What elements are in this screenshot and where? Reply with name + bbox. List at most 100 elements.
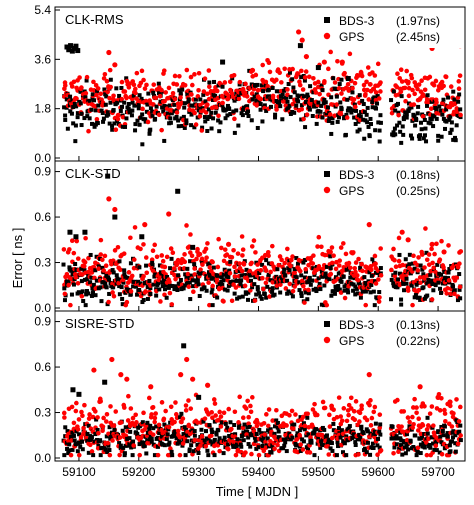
gps-point xyxy=(377,425,383,431)
bds3-point xyxy=(287,268,292,273)
gps-point xyxy=(83,90,89,96)
gps-point xyxy=(177,74,182,79)
bds3-point xyxy=(133,279,138,284)
gps-point xyxy=(344,115,350,120)
bds3-point xyxy=(253,275,258,280)
gps-point xyxy=(270,280,276,285)
gps-point xyxy=(101,76,107,81)
bds3-point xyxy=(418,451,423,456)
bds3-point xyxy=(451,429,456,434)
bds3-point xyxy=(200,106,205,111)
gps-point xyxy=(439,238,444,244)
gps-point xyxy=(221,258,227,264)
bds3-point xyxy=(368,116,373,121)
gps-point xyxy=(424,257,430,263)
bds3-point xyxy=(329,95,334,100)
gps-point xyxy=(327,112,333,117)
bds3-point xyxy=(313,427,318,432)
bds3-point xyxy=(162,443,167,448)
points-group xyxy=(61,343,463,458)
bds3-point xyxy=(61,262,66,267)
gps-point xyxy=(105,440,111,446)
bds3-point xyxy=(448,449,453,454)
gps-point xyxy=(249,67,256,73)
bds3-point xyxy=(104,94,109,99)
gps-point xyxy=(357,117,363,123)
bds3-point xyxy=(117,441,122,446)
bds3-point xyxy=(299,75,304,80)
gps-point xyxy=(419,78,424,84)
bds3-point xyxy=(447,117,452,122)
gps-point xyxy=(69,404,75,410)
bds3-point xyxy=(166,427,171,432)
gps-point xyxy=(218,424,224,429)
bds3-point xyxy=(357,282,362,287)
bds3-point xyxy=(363,280,368,285)
bds3-point xyxy=(424,250,429,255)
gps-point xyxy=(229,298,235,304)
bds3-point xyxy=(127,109,132,114)
bds3-point xyxy=(244,272,249,277)
bds3-point xyxy=(145,296,150,301)
bds3-point xyxy=(151,426,156,431)
bds3-point xyxy=(322,97,327,102)
bds3-point xyxy=(254,92,259,97)
gps-point xyxy=(431,265,437,271)
bds3-point xyxy=(211,275,216,280)
bds3-point xyxy=(78,444,83,449)
gps-point xyxy=(364,417,370,423)
bds3-point xyxy=(319,103,324,108)
gps-point xyxy=(399,79,405,84)
bds3-point xyxy=(150,262,155,267)
bds3-point xyxy=(159,434,164,439)
gps-point xyxy=(338,290,344,295)
bds3-point xyxy=(182,105,187,110)
bds3-point xyxy=(275,267,280,272)
gps-point xyxy=(345,81,351,87)
gps-point xyxy=(406,85,412,91)
gps-point xyxy=(315,244,320,249)
bds3-point xyxy=(396,277,401,282)
bds3-point xyxy=(421,136,426,141)
bds3-point xyxy=(389,98,394,103)
bds3-point xyxy=(373,421,378,426)
bds3-point xyxy=(328,266,333,271)
gps-point xyxy=(439,451,445,457)
gps-point xyxy=(156,112,162,118)
gps-point xyxy=(351,408,357,414)
bds3-point xyxy=(362,110,367,115)
bds3-point xyxy=(247,424,252,429)
bds3-point xyxy=(369,122,374,127)
bds3-point xyxy=(278,104,283,109)
gps-point xyxy=(69,276,74,282)
bds3-point xyxy=(372,303,377,308)
gps-point xyxy=(458,433,463,438)
gps-point xyxy=(263,268,269,273)
gps-point xyxy=(160,258,166,264)
bds3-point xyxy=(342,288,347,293)
gps-point xyxy=(159,253,165,258)
bds3-point xyxy=(164,104,169,109)
gps-point xyxy=(204,255,209,260)
gps-point xyxy=(218,414,224,419)
bds3-point xyxy=(232,422,237,427)
gps-point xyxy=(73,408,79,414)
gps-point xyxy=(96,430,101,436)
bds3-point xyxy=(167,103,172,108)
bds3-point xyxy=(389,277,394,282)
bds3-point xyxy=(345,76,351,82)
bds3-point xyxy=(286,289,291,294)
bds3-point xyxy=(339,77,344,82)
bds3-point xyxy=(273,112,278,117)
bds3-point xyxy=(70,98,75,103)
bds3-point xyxy=(95,89,100,94)
bds3-point xyxy=(365,105,370,110)
bds3-point xyxy=(137,287,142,292)
bds3-point xyxy=(241,430,246,435)
bds3-point xyxy=(282,443,287,448)
bds3-point xyxy=(378,120,383,125)
bds3-point xyxy=(87,98,92,103)
gps-point xyxy=(102,72,108,77)
gps-point xyxy=(150,404,156,410)
gps-point xyxy=(168,446,173,451)
